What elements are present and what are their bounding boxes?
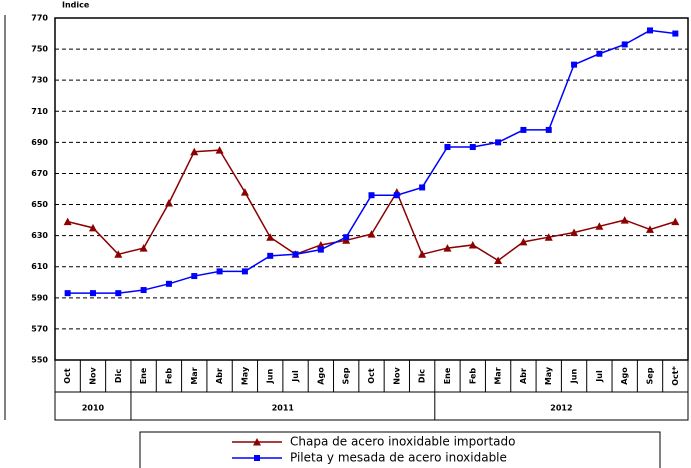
point: [267, 252, 274, 259]
y-tick-label: 690: [31, 138, 48, 147]
x-tick-label: Oct: [367, 368, 376, 384]
point: [419, 184, 426, 191]
point: [494, 256, 503, 265]
x-tick-label: Ene: [139, 367, 148, 384]
y-tick-label: 570: [31, 324, 48, 333]
point: [164, 198, 173, 207]
point: [646, 225, 655, 233]
point: [671, 217, 680, 226]
point: [672, 30, 679, 37]
point: [343, 234, 350, 241]
x-tick-label: May: [544, 366, 553, 385]
series-line: [67, 29, 676, 294]
x-tick-label: Jul: [291, 370, 300, 383]
point: [292, 251, 299, 258]
plot-frame: [54, 17, 689, 361]
y-tick-label: 650: [31, 200, 48, 209]
point: [571, 61, 578, 68]
x-tick-label: Oct: [63, 368, 72, 384]
x-tick-label: Sep: [342, 367, 351, 384]
point: [115, 290, 122, 297]
y-tick-label: 590: [31, 293, 48, 302]
legend-text: Chapa de acero inoxidable importado: [290, 435, 516, 449]
point: [444, 144, 451, 151]
x-tick-label: Feb: [468, 368, 477, 385]
x-tick-label: Ago: [316, 367, 325, 385]
x-tick-label: Ene: [443, 367, 452, 384]
y-tick-label: 750: [31, 45, 48, 54]
series-line: [67, 149, 676, 262]
y-tick-label: 770: [31, 14, 48, 23]
y-tick-label: 550: [31, 356, 48, 365]
point: [191, 273, 198, 280]
y-tick-label: 630: [31, 231, 48, 240]
y-axis-label: Indice: [62, 1, 90, 10]
point: [216, 268, 223, 275]
point: [165, 280, 172, 287]
point: [266, 233, 275, 241]
point: [519, 237, 528, 246]
legend-text: Pileta y mesada de acero inoxidable: [290, 451, 507, 465]
legend-marker: [253, 438, 261, 446]
point: [240, 188, 249, 196]
x-tick-label: Mar: [494, 367, 503, 384]
point: [114, 250, 123, 258]
point: [495, 139, 502, 146]
point: [520, 126, 527, 133]
point: [368, 192, 375, 199]
point: [647, 27, 654, 34]
point: [443, 244, 452, 252]
x-tick-label: Jun: [266, 369, 275, 385]
x-tick-label: Ago: [620, 367, 629, 385]
category-frame: [54, 359, 689, 421]
point: [317, 246, 324, 253]
point: [544, 233, 553, 241]
point: [63, 217, 72, 226]
x-tick-label: Abr: [215, 368, 224, 384]
year-label: 2010: [82, 404, 105, 413]
x-tick-label: Jul: [595, 370, 604, 383]
point: [570, 228, 579, 237]
x-tick-label: Sep: [646, 367, 655, 384]
x-tick-label: Nov: [88, 367, 97, 385]
x-tick-label: May: [240, 366, 249, 385]
x-tick-label: Nov: [392, 367, 401, 385]
y-tick-label: 730: [31, 76, 48, 85]
point: [621, 41, 628, 48]
point: [241, 268, 248, 275]
point: [393, 192, 400, 199]
point: [469, 144, 476, 151]
x-tick-label: Dic: [114, 369, 123, 383]
point: [620, 216, 629, 224]
x-tick-label: Mar: [190, 367, 199, 384]
x-tick-label: Feb: [164, 368, 173, 385]
point: [316, 240, 325, 249]
point: [140, 287, 147, 294]
x-tick-label: Dic: [418, 369, 427, 383]
legend-marker: [254, 455, 260, 461]
point: [215, 146, 224, 154]
point: [418, 250, 427, 258]
year-label: 2011: [272, 404, 295, 413]
y-tick-label: 670: [31, 169, 48, 178]
year-label: 2012: [550, 404, 572, 413]
x-tick-label: Abr: [519, 368, 528, 384]
y-tick-label: 710: [31, 107, 48, 116]
point: [64, 290, 71, 297]
point: [190, 147, 199, 156]
point: [139, 244, 148, 252]
point: [545, 126, 552, 133]
point: [88, 223, 97, 232]
x-tick-label: Oct*: [671, 365, 680, 385]
point: [596, 50, 603, 57]
point: [367, 230, 376, 238]
x-tick-label: Jun: [570, 369, 579, 385]
point: [468, 240, 477, 249]
point: [89, 290, 96, 297]
legend: [139, 431, 661, 468]
point: [595, 222, 604, 230]
y-tick-label: 610: [31, 262, 48, 271]
